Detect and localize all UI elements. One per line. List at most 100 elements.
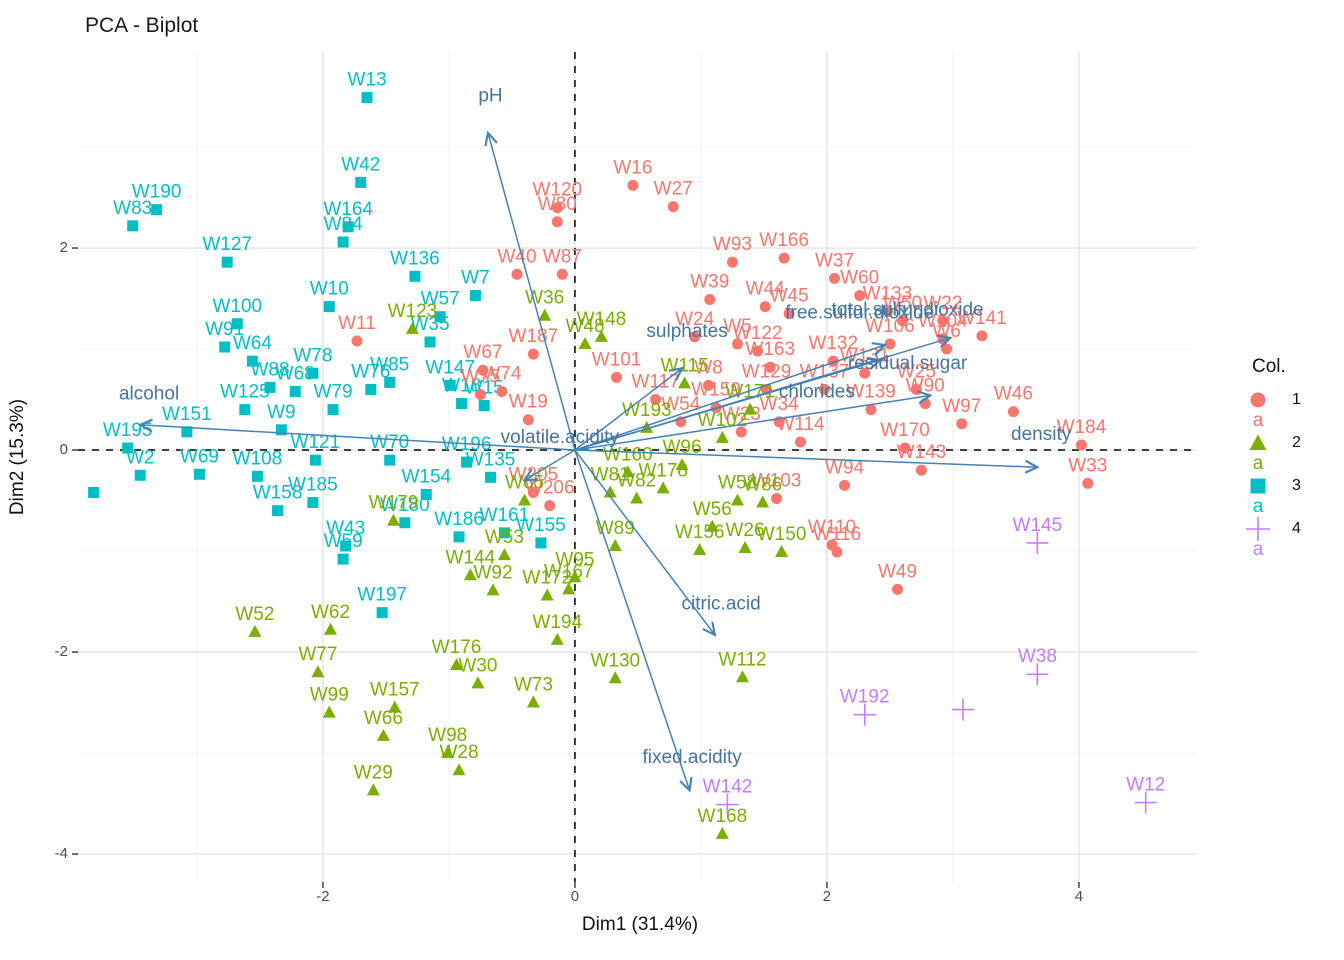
data-point	[611, 371, 623, 383]
data-point	[578, 336, 592, 349]
data-point-label: W100	[212, 296, 262, 317]
data-point-label: W155	[516, 515, 566, 536]
data-point	[715, 826, 729, 839]
data-point-label: W186	[434, 509, 484, 530]
data-point	[342, 221, 354, 233]
data-point-label: W187	[509, 326, 559, 347]
data-point	[151, 204, 163, 216]
data-point-label: W206	[525, 478, 575, 499]
data-point-label: W85	[370, 354, 409, 375]
data-point-label: W75	[461, 366, 500, 387]
data-point	[735, 426, 747, 438]
legend-key-square-icon: a	[1238, 474, 1278, 516]
legend-key-circle-icon: a	[1238, 388, 1278, 431]
loading-label: sulphates	[646, 321, 727, 342]
x-tick-label: -2	[316, 888, 330, 905]
legend-text-key: a	[1252, 453, 1264, 474]
data-point-label: W129	[742, 361, 792, 382]
data-point-label: W133	[863, 284, 913, 305]
data-point-label: W148	[577, 309, 627, 330]
data-point	[730, 493, 744, 506]
data-point	[453, 531, 465, 543]
data-point	[322, 705, 336, 718]
data-point-label: W90	[906, 376, 945, 397]
data-point	[365, 383, 377, 395]
data-point	[474, 388, 486, 400]
data-point-label: W168	[698, 806, 748, 827]
data-point-label: W27	[654, 179, 693, 200]
data-point-label: W76	[351, 361, 390, 382]
data-point	[264, 381, 276, 393]
data-point	[327, 404, 339, 416]
legend-text-key: a	[1252, 410, 1264, 431]
data-point-label: W130	[590, 650, 640, 671]
loading-arrow	[574, 395, 930, 451]
data-point-label: W176	[432, 637, 482, 658]
data-point	[859, 367, 871, 379]
data-point	[307, 367, 319, 379]
data-point	[469, 290, 481, 302]
data-point-label: W79	[313, 382, 352, 403]
data-point-label: W151	[162, 404, 212, 425]
data-point	[956, 418, 968, 430]
data-point-label: W93	[713, 234, 752, 255]
data-point-label: W115	[660, 355, 708, 376]
data-point	[937, 315, 949, 327]
data-point-label: W112	[718, 649, 766, 670]
data-point-label: W106	[865, 316, 915, 337]
data-point	[309, 454, 321, 466]
data-point	[603, 485, 617, 498]
data-point	[621, 465, 635, 478]
data-point-label: W62	[311, 602, 350, 623]
data-point-label: W167	[544, 561, 594, 582]
data-point-label: W11	[338, 313, 376, 334]
data-point-label: W5	[723, 316, 752, 337]
data-point-label: W65	[505, 473, 544, 494]
data-point-label: W13	[348, 70, 387, 91]
data-point	[511, 268, 523, 280]
x-axis-title: Dim1 (31.4%)	[581, 914, 699, 935]
data-point-label: W121	[291, 432, 341, 453]
data-point-label: W25	[897, 361, 936, 382]
data-point-label: W8	[694, 357, 723, 378]
data-point-label: W180	[380, 495, 430, 516]
data-point	[477, 364, 489, 376]
data-point	[1026, 531, 1049, 554]
loading-label: alcohol	[119, 384, 179, 405]
data-point-label: W142	[703, 777, 753, 798]
data-point	[899, 442, 911, 454]
data-point-label: W28	[439, 742, 478, 763]
loading-label: pH	[478, 86, 502, 107]
data-point-label: W84	[324, 214, 364, 235]
data-point	[246, 355, 258, 367]
data-point	[461, 456, 473, 468]
plot-title: PCA - Biplot	[85, 14, 199, 37]
data-point	[376, 607, 388, 619]
data-point	[388, 700, 402, 713]
data-point	[891, 583, 903, 595]
data-point-label: W87	[543, 246, 582, 267]
data-point	[731, 338, 743, 350]
data-point	[783, 308, 795, 320]
data-point	[526, 695, 540, 708]
data-point	[627, 179, 639, 191]
data-point-label: W29	[354, 762, 393, 783]
data-point-label: W33	[1068, 455, 1107, 476]
loading-label: free.sulfur.dioxide	[785, 303, 934, 324]
data-point-label: W77	[298, 644, 337, 665]
data-point	[434, 311, 446, 323]
data-point	[1082, 477, 1094, 489]
data-point	[897, 315, 909, 327]
loading-arrow	[574, 449, 690, 790]
data-point-label: W48	[565, 316, 604, 337]
data-point-label: W69	[180, 446, 219, 467]
data-point	[608, 671, 622, 684]
data-point-label: W40	[497, 246, 536, 267]
data-point	[544, 500, 556, 512]
data-point-label: W12	[1126, 775, 1165, 796]
data-point	[351, 335, 363, 347]
data-point	[1026, 663, 1049, 686]
triangle-icon	[1249, 434, 1267, 450]
